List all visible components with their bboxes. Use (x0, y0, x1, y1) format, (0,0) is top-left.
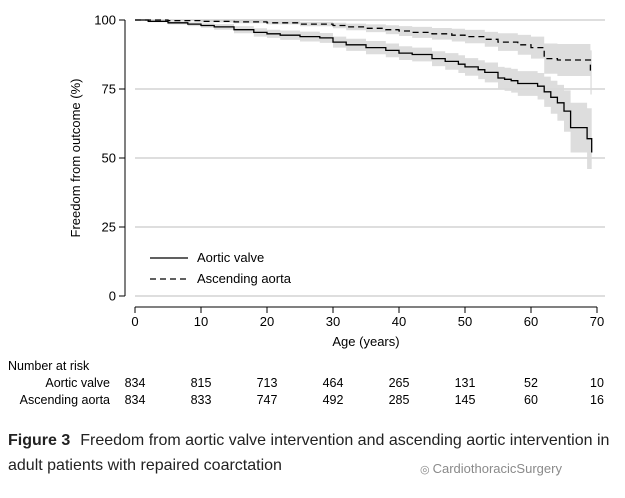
y-tick-label: 100 (94, 13, 116, 28)
y-tick-label: 50 (102, 151, 116, 166)
risk-value: 464 (323, 376, 344, 390)
risk-value: 16 (590, 393, 604, 407)
risk-value: 145 (455, 393, 476, 407)
y-axis-label: Freedom from outcome (%) (68, 79, 83, 238)
legend-label-ascending-aorta: Ascending aorta (197, 271, 292, 286)
confidence-bands (135, 20, 592, 192)
x-tick-label: 20 (260, 314, 274, 329)
legend: Aortic valve Ascending aorta (150, 250, 292, 286)
risk-value: 815 (191, 376, 212, 390)
x-tick-label: 60 (524, 314, 538, 329)
risk-value: 52 (524, 376, 538, 390)
figure-caption: Figure 3 Freedom from aortic valve interv… (8, 428, 620, 478)
risk-row-label: Aortic valve (45, 376, 110, 390)
y-tick-label: 0 (109, 289, 116, 304)
x-tick-label: 10 (194, 314, 208, 329)
series-lines (135, 19, 593, 153)
survival-chart: 0 25 50 75 100 0 10 20 30 40 50 60 70 Freedom from o… (8, 13, 605, 407)
risk-value: 60 (524, 393, 538, 407)
x-tick-label: 0 (131, 314, 138, 329)
risk-value: 492 (323, 393, 344, 407)
x-tick-label: 50 (458, 314, 472, 329)
axes (124, 20, 597, 308)
confidence-band-1 (135, 20, 592, 95)
risk-table-title: Number at risk (8, 359, 90, 373)
confidence-band-0 (135, 20, 592, 192)
x-tick-label: 70 (590, 314, 604, 329)
x-axis-label: Age (years) (332, 334, 399, 349)
series-line-0 (135, 19, 593, 153)
risk-value: 834 (125, 393, 146, 407)
watermark: ◎ CardiothoracicSurgery (420, 461, 562, 476)
risk-value: 713 (257, 376, 278, 390)
axis-ticks: 0 25 50 75 100 0 10 20 30 40 50 60 70 (94, 13, 604, 330)
watermark-text: CardiothoracicSurgery (432, 461, 562, 476)
risk-value: 285 (389, 393, 410, 407)
risk-value: 747 (257, 393, 278, 407)
x-tick-label: 30 (326, 314, 340, 329)
risk-value: 131 (455, 376, 476, 390)
risk-value: 834 (125, 376, 146, 390)
caption-text: Freedom from aortic valve intervention a… (8, 432, 610, 474)
risk-value: 10 (590, 376, 604, 390)
risk-value: 833 (191, 393, 212, 407)
risk-table: Number at risk Aortic valve Ascending ao… (8, 359, 604, 407)
series-line-1 (135, 19, 592, 74)
x-tick-label: 40 (392, 314, 406, 329)
wechat-icon: ◎ (420, 464, 430, 476)
legend-label-aortic-valve: Aortic valve (197, 250, 264, 265)
y-tick-label: 75 (102, 82, 116, 97)
figure-label: Figure 3 (8, 432, 71, 449)
risk-value: 265 (389, 376, 410, 390)
risk-row-label: Ascending aorta (20, 393, 110, 407)
y-tick-label: 25 (102, 220, 116, 235)
